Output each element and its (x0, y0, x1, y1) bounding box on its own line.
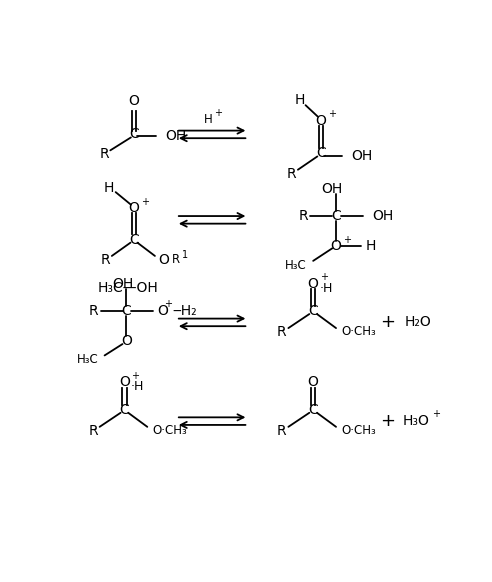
Text: +: + (343, 235, 351, 244)
Text: O: O (159, 253, 170, 267)
Text: O·CH₃: O·CH₃ (341, 325, 376, 338)
Text: OH: OH (322, 182, 343, 196)
Text: +: + (131, 371, 139, 381)
Text: +: + (328, 109, 336, 119)
Text: +: + (320, 272, 328, 282)
Text: H₃O: H₃O (402, 414, 430, 428)
Text: O: O (308, 375, 319, 389)
Text: O: O (121, 333, 132, 347)
Text: O: O (128, 201, 139, 215)
Text: R: R (99, 147, 109, 161)
Text: C: C (316, 147, 326, 161)
Text: C: C (331, 209, 341, 223)
Text: H: H (104, 180, 114, 194)
Text: O: O (331, 239, 341, 253)
Text: ‒H₂: ‒H₂ (173, 304, 197, 318)
Text: C: C (120, 403, 129, 417)
Text: H: H (366, 239, 376, 253)
Text: R: R (286, 166, 296, 180)
Text: OH: OH (351, 150, 372, 164)
Text: R: R (172, 253, 180, 266)
Text: C: C (129, 233, 139, 247)
Text: H₃C: H₃C (77, 353, 98, 366)
Text: O: O (315, 114, 326, 128)
Text: O: O (119, 375, 130, 389)
Text: R: R (277, 325, 287, 339)
Text: O: O (157, 304, 168, 318)
Text: ·H: ·H (320, 282, 333, 294)
Text: R: R (277, 424, 287, 438)
Text: C: C (129, 127, 139, 141)
Text: R: R (299, 209, 308, 223)
Text: +: + (214, 108, 222, 118)
Text: +: + (164, 299, 173, 309)
Text: R: R (100, 253, 110, 267)
Text: H₂O: H₂O (404, 315, 431, 329)
Text: ·H: ·H (131, 381, 145, 393)
Text: 1: 1 (183, 250, 188, 260)
Text: OH: OH (112, 276, 133, 290)
Text: H: H (295, 93, 305, 107)
Text: +: + (432, 409, 440, 419)
Text: C: C (308, 403, 318, 417)
Text: C: C (122, 304, 131, 318)
Text: C: C (308, 304, 318, 318)
Text: OH: OH (165, 129, 186, 143)
Text: +: + (141, 197, 149, 207)
Text: H₃C: H₃C (284, 259, 307, 272)
Text: R: R (89, 304, 99, 318)
Text: O·CH₃: O·CH₃ (152, 424, 187, 437)
Text: O: O (128, 94, 139, 108)
Text: +: + (380, 313, 395, 331)
Text: H: H (204, 113, 213, 126)
Text: +: + (380, 412, 395, 430)
Text: H₃C—OH: H₃C—OH (98, 281, 158, 295)
Text: R: R (89, 424, 98, 438)
Text: O·CH₃: O·CH₃ (341, 424, 376, 437)
Text: O: O (308, 276, 319, 290)
Text: OH: OH (372, 209, 394, 223)
